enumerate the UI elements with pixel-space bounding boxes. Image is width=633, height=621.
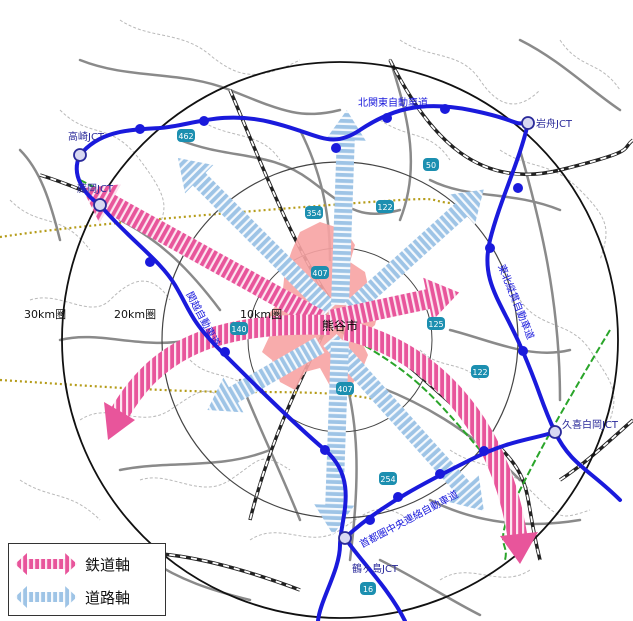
svg-text:462: 462: [178, 132, 193, 141]
route-shield: 122: [376, 200, 394, 213]
city-label: 熊谷市: [322, 318, 358, 333]
jct-fujioka-marker: [93, 198, 107, 212]
municipal-boundaries: [9, 19, 621, 581]
expressway-kanetsu: [98, 203, 348, 621]
ring-label-10km: 10km圏: [240, 308, 282, 321]
svg-text:140: 140: [231, 325, 246, 334]
svg-text:254: 254: [380, 475, 395, 484]
interchanges: [135, 104, 528, 525]
jct-label-tsurugashima: 鶴ヶ島JCT: [352, 562, 399, 575]
route-shield: 407: [336, 382, 354, 395]
svg-text:407: 407: [312, 269, 327, 278]
svg-text:354: 354: [306, 209, 321, 218]
ring-30km: [61, 61, 619, 619]
jct-takasaki-marker: [73, 148, 87, 162]
expressway-kenodo: [343, 430, 557, 540]
jct-label-takasaki: 高崎JCT: [68, 130, 105, 143]
svg-text:407: 407: [337, 385, 352, 394]
legend: 鉄道軸 道路軸: [8, 543, 166, 616]
jct-label-iwafune: 岩舟JCT: [536, 117, 573, 130]
ring-label-20km: 20km圏: [114, 308, 156, 321]
route-shield: 125: [427, 317, 445, 330]
route-shields: 462 354 122 50 407 140 125 122 407 254 1…: [177, 129, 489, 595]
route-shield: 354: [305, 206, 323, 219]
svg-text:122: 122: [377, 203, 392, 212]
route-shield: 122: [471, 365, 489, 378]
expressway-label-kitakanto: 北関東自動車道: [358, 96, 428, 109]
jct-tsurugashima-marker: [338, 531, 352, 545]
junction-markers: [73, 116, 562, 545]
pink-double-arrow-icon: [15, 553, 77, 575]
expressway-label-tohoku: 東北縦貫自動車道: [495, 262, 537, 341]
route-shield: 16: [360, 582, 376, 595]
svg-text:122: 122: [472, 368, 487, 377]
route-shield: 50: [423, 158, 439, 171]
jct-label-kuki: 久喜白岡JCT: [562, 418, 619, 431]
jct-kuki-marker: [548, 425, 562, 439]
rail-axes: [82, 184, 538, 564]
expressway-tohoku: [485, 121, 622, 502]
legend-rail-label: 鉄道軸: [85, 555, 131, 574]
jct-label-fujioka: 藤岡JCT: [77, 183, 114, 195]
expressway-kitakanto: [78, 104, 530, 157]
ring-label-30km: 30km圏: [24, 308, 66, 321]
svg-text:16: 16: [363, 585, 373, 594]
expressways: [74, 104, 622, 621]
svg-text:125: 125: [428, 320, 443, 329]
route-shield: 140: [230, 322, 248, 335]
route-shield: 254: [379, 472, 397, 485]
legend-road-label: 道路軸: [85, 588, 131, 607]
legend-road: 道路軸: [15, 582, 130, 612]
jct-iwafune-marker: [521, 116, 535, 130]
legend-rail: 鉄道軸: [15, 549, 130, 579]
blue-double-arrow-icon: [15, 586, 77, 608]
route-shield: 407: [311, 266, 329, 279]
svg-text:50: 50: [426, 161, 436, 170]
route-shield: 462: [177, 129, 195, 142]
